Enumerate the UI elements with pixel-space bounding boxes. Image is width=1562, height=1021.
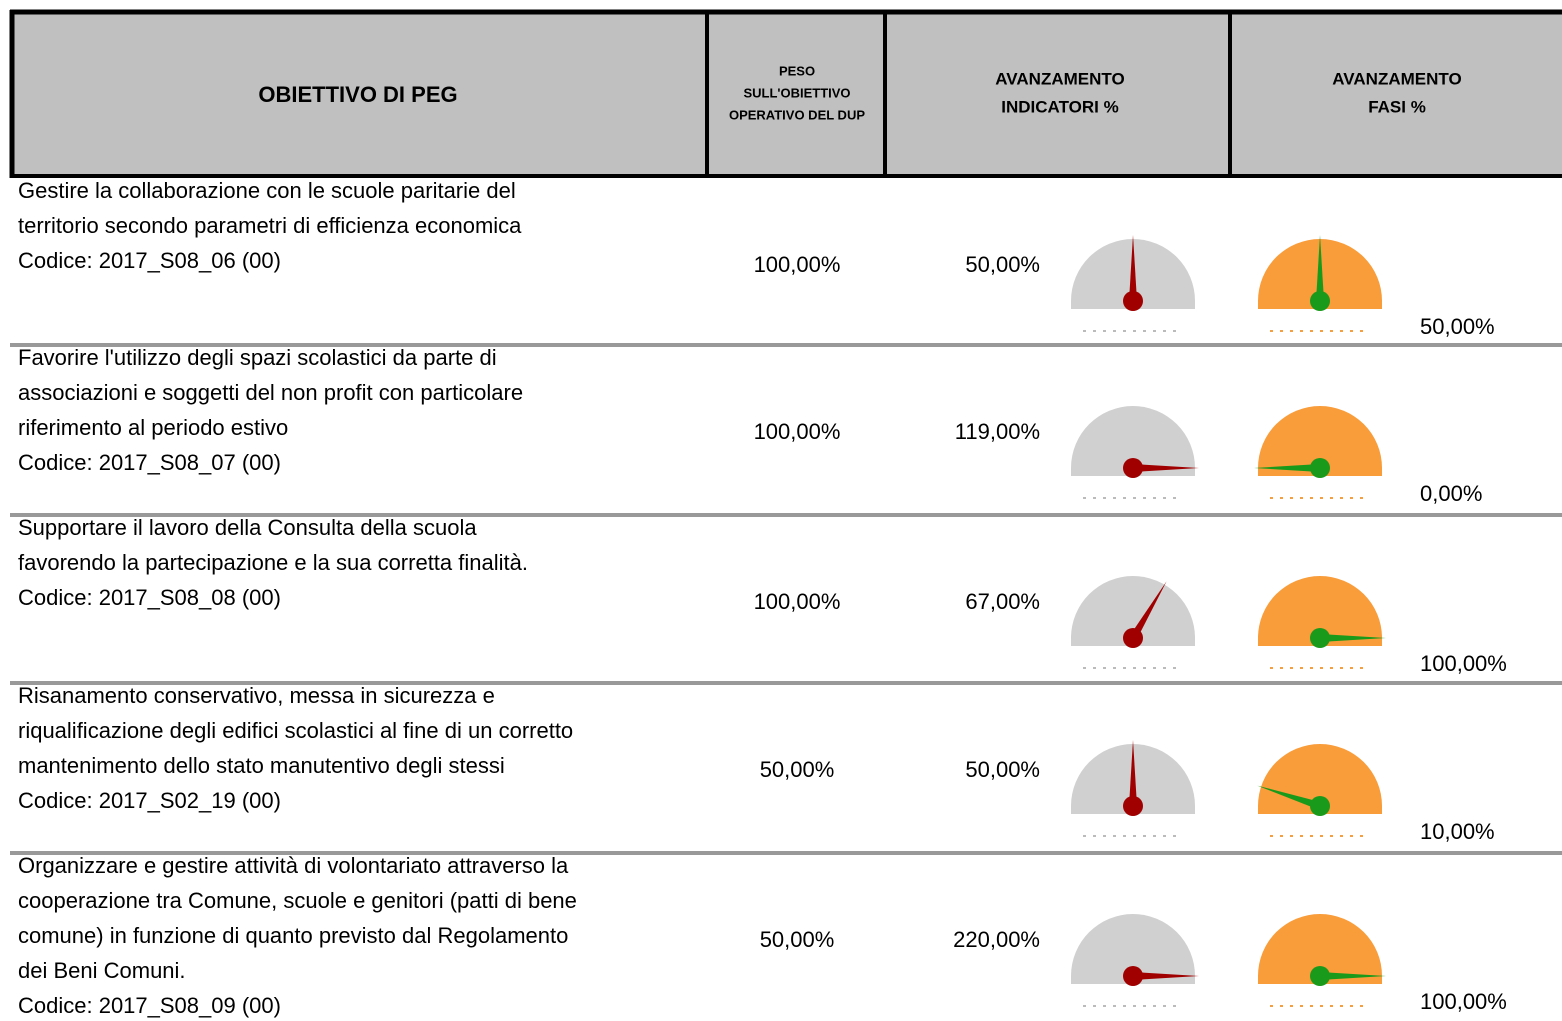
- gauge-needle: [1320, 634, 1386, 642]
- header-title: OBIETTIVO DI PEG: [258, 82, 457, 107]
- fasi-value: 100,00%: [1420, 989, 1507, 1014]
- gauge-dial: [1258, 576, 1382, 646]
- indicatori-value: 50,00%: [965, 252, 1040, 277]
- gauge-needle: [1133, 972, 1199, 980]
- header-label: AVANZAMENTO: [995, 69, 1124, 88]
- gauge-hub: [1310, 628, 1330, 648]
- header-label: PESO: [779, 63, 815, 78]
- peso-value: 100,00%: [754, 589, 841, 614]
- gauge-needle: [1254, 464, 1320, 472]
- gauge-dial: [1258, 406, 1382, 476]
- objective-line: Favorire l'utilizzo degli spazi scolasti…: [18, 345, 497, 370]
- header-label: AVANZAMENTO: [1332, 69, 1461, 88]
- gauge-hub: [1123, 628, 1143, 648]
- gauge-hub: [1310, 458, 1330, 478]
- objective-line: Codice: 2017_S02_19 (00): [18, 788, 281, 813]
- objective-line: associazioni e soggetti del non profit c…: [18, 380, 523, 405]
- objective-line: mantenimento dello stato manutentivo deg…: [18, 753, 505, 778]
- gauge-needle: [1129, 740, 1137, 806]
- objective-line: riqualificazione degli edifici scolastic…: [18, 718, 573, 743]
- gauge-hub: [1310, 291, 1330, 311]
- gauge-needle: [1257, 785, 1322, 810]
- peso-value: 100,00%: [754, 419, 841, 444]
- objective-line: Codice: 2017_S08_06 (00): [18, 248, 281, 273]
- gauge-dial: [1071, 406, 1195, 476]
- header-label: OPERATIVO DEL DUP: [729, 107, 865, 122]
- gauge-hub: [1123, 966, 1143, 986]
- gauge-needle: [1316, 235, 1324, 301]
- objective-line: territorio secondo parametri di efficien…: [18, 213, 522, 238]
- fasi-value: 0,00%: [1420, 481, 1482, 506]
- gauge-hub: [1310, 966, 1330, 986]
- gauge-dial: [1071, 914, 1195, 984]
- fasi-value: 10,00%: [1420, 819, 1495, 844]
- header-label: FASI %: [1368, 97, 1426, 116]
- peso-value: 50,00%: [760, 757, 835, 782]
- gauge-dial: [1258, 914, 1382, 984]
- header-label: INDICATORI %: [1001, 97, 1118, 116]
- objective-line: Codice: 2017_S08_09 (00): [18, 993, 281, 1018]
- indicatori-value: 67,00%: [965, 589, 1040, 614]
- gauge-hub: [1123, 796, 1143, 816]
- gauge-needle: [1320, 972, 1386, 980]
- objective-line: Gestire la collaborazione con le scuole …: [18, 178, 516, 203]
- indicatori-value: 220,00%: [953, 927, 1040, 952]
- gauge-needle: [1133, 464, 1199, 472]
- header-label: SULL'OBIETTIVO: [743, 85, 850, 100]
- gauge-hub: [1123, 458, 1143, 478]
- gauge-dial: [1071, 576, 1195, 646]
- objective-line: Supportare il lavoro della Consulta dell…: [18, 515, 477, 540]
- indicatori-value: 50,00%: [965, 757, 1040, 782]
- objective-line: cooperazione tra Comune, scuole e genito…: [18, 888, 577, 913]
- objective-line: Risanamento conservativo, messa in sicur…: [18, 683, 495, 708]
- peso-value: 100,00%: [754, 252, 841, 277]
- gauge-hub: [1310, 796, 1330, 816]
- objective-line: riferimento al periodo estivo: [18, 415, 288, 440]
- header-band: [10, 10, 1562, 178]
- gauge-needle: [1129, 581, 1167, 641]
- objective-line: comune) in funzione di quanto previsto d…: [18, 923, 568, 948]
- fasi-value: 50,00%: [1420, 314, 1495, 339]
- objective-line: Codice: 2017_S08_08 (00): [18, 585, 281, 610]
- objective-line: favorendo la partecipazione e la sua cor…: [18, 550, 528, 575]
- gauge-hub: [1123, 291, 1143, 311]
- objective-line: Organizzare e gestire attività di volont…: [18, 853, 569, 878]
- peso-value: 50,00%: [760, 927, 835, 952]
- objective-line: Codice: 2017_S08_07 (00): [18, 450, 281, 475]
- indicatori-value: 119,00%: [955, 419, 1040, 444]
- objective-line: dei Beni Comuni.: [18, 958, 186, 983]
- gauge-needle: [1129, 235, 1137, 301]
- fasi-value: 100,00%: [1420, 651, 1507, 676]
